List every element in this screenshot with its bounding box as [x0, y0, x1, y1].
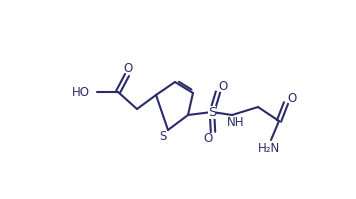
Text: H₂N: H₂N: [258, 141, 280, 154]
Text: O: O: [218, 81, 227, 94]
Text: O: O: [203, 132, 213, 144]
Text: O: O: [287, 92, 297, 104]
Text: NH: NH: [227, 115, 245, 129]
Text: O: O: [124, 62, 133, 75]
Text: S: S: [208, 105, 216, 118]
Text: S: S: [159, 131, 167, 143]
Text: HO: HO: [72, 86, 90, 99]
